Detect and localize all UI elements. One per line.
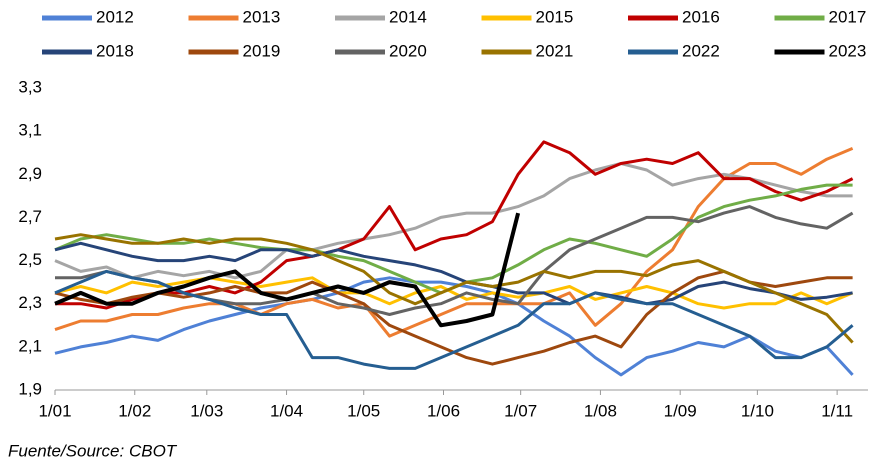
legend-label: 2016	[682, 7, 720, 26]
y-tick-label: 2,5	[18, 250, 42, 269]
legend-label: 2020	[389, 41, 427, 60]
x-tick-label: 1/06	[427, 401, 460, 420]
y-tick-label: 2,1	[18, 336, 42, 355]
series-line	[54, 269, 854, 370]
series-line	[55, 140, 854, 310]
x-tick-label: 1/09	[664, 401, 697, 420]
legend-label: 2013	[243, 7, 281, 26]
legend-label: 2021	[536, 41, 574, 60]
source-note: Fuente/Source: CBOT	[8, 441, 178, 460]
legend-label: 2012	[96, 7, 134, 26]
y-tick-label: 3,3	[18, 77, 42, 96]
x-tick-label: 1/01	[38, 401, 71, 420]
legend-label: 2022	[682, 41, 720, 60]
x-tick-label: 1/05	[347, 401, 380, 420]
series-line	[54, 276, 854, 377]
legend-label: 2014	[389, 7, 427, 26]
x-tick-label: 1/11	[821, 401, 853, 420]
x-tick-label: 1/04	[270, 401, 303, 420]
y-tick-label: 2,3	[18, 293, 42, 312]
y-tick-label: 2,7	[18, 207, 42, 226]
series-line	[54, 212, 521, 328]
series-line	[54, 233, 854, 344]
y-tick-label: 3,1	[18, 121, 42, 140]
x-tick-label: 1/08	[584, 401, 617, 420]
legend-label: 2023	[829, 41, 867, 60]
x-tick-label: 1/03	[190, 401, 223, 420]
series-line	[54, 147, 854, 338]
y-tick-label: 2,9	[18, 164, 42, 183]
x-tick-label: 1/10	[741, 401, 774, 420]
legend-label: 2018	[96, 41, 134, 60]
legend-label: 2017	[829, 7, 867, 26]
series-line	[54, 276, 854, 310]
x-tick-label: 1/02	[118, 401, 151, 420]
x-tick-label: 1/07	[504, 401, 537, 420]
y-tick-label: 1,9	[18, 379, 42, 398]
legend-label: 2015	[536, 7, 574, 26]
series-line	[54, 241, 853, 306]
legend-label: 2019	[243, 41, 281, 60]
